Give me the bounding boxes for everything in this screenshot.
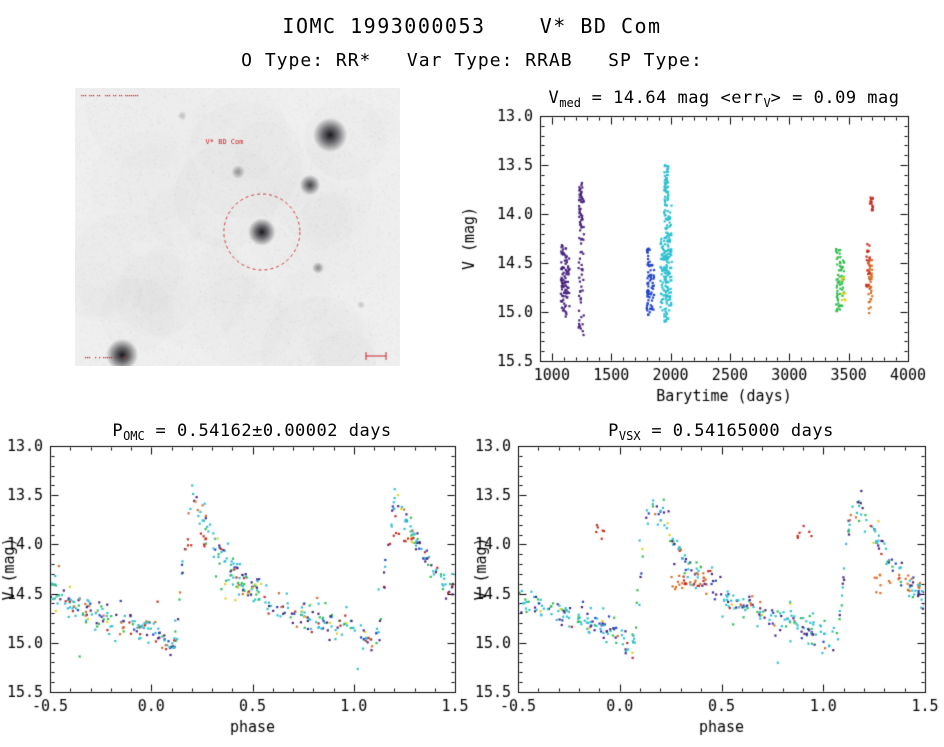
title-subscript: med (559, 96, 581, 110)
phase-folded-plot-omc (0, 418, 470, 747)
title-text: P (608, 421, 619, 441)
phase-vsx-title: PVSX = 0.54165000 days (501, 421, 941, 443)
title-text: > = 0.09 mag (770, 88, 900, 108)
phase-omc-title: POMC = 0.54162±0.00002 days (32, 421, 472, 443)
page-subtitle: O Type: RR* Var Type: RRAB SP Type: (241, 50, 703, 71)
title-subscript: VSX (618, 429, 641, 443)
title-subscript: V (763, 96, 771, 110)
phase-folded-plot-vsx (472, 418, 944, 747)
title-text: P (112, 421, 124, 441)
time-lightcurve-plot (460, 86, 944, 420)
title-text: = 0.54162±0.00002 days (144, 421, 392, 441)
title-subscript: OMC (123, 429, 145, 443)
title-text: = 14.64 mag <err (580, 88, 764, 108)
time-lightcurve-title: Vmed = 14.64 mag <errV> = 0.09 mag (504, 88, 944, 110)
finding-chart-image (75, 88, 400, 366)
title-text: = 0.54165000 days (640, 421, 834, 441)
page-title: IOMC 1993000053 V* BD Com (282, 14, 662, 38)
title-text: V (548, 88, 560, 108)
